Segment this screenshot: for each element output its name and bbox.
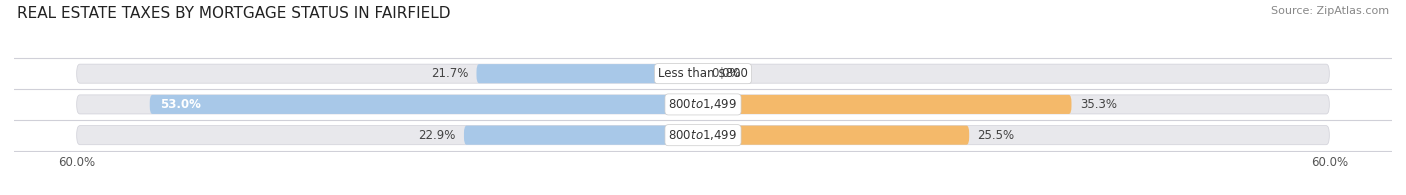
FancyBboxPatch shape bbox=[77, 126, 1329, 145]
Text: $800 to $1,499: $800 to $1,499 bbox=[668, 98, 738, 111]
Text: 0.0%: 0.0% bbox=[711, 67, 741, 80]
Text: Source: ZipAtlas.com: Source: ZipAtlas.com bbox=[1271, 6, 1389, 16]
FancyBboxPatch shape bbox=[77, 95, 1329, 114]
Text: 53.0%: 53.0% bbox=[160, 98, 201, 111]
FancyBboxPatch shape bbox=[150, 95, 703, 114]
FancyBboxPatch shape bbox=[77, 64, 1329, 83]
FancyBboxPatch shape bbox=[703, 95, 1071, 114]
Text: 25.5%: 25.5% bbox=[977, 129, 1015, 142]
Text: Less than $800: Less than $800 bbox=[658, 67, 748, 80]
FancyBboxPatch shape bbox=[703, 126, 969, 145]
Text: 21.7%: 21.7% bbox=[430, 67, 468, 80]
FancyBboxPatch shape bbox=[464, 126, 703, 145]
Text: $800 to $1,499: $800 to $1,499 bbox=[668, 128, 738, 142]
Text: REAL ESTATE TAXES BY MORTGAGE STATUS IN FAIRFIELD: REAL ESTATE TAXES BY MORTGAGE STATUS IN … bbox=[17, 6, 450, 21]
Text: 22.9%: 22.9% bbox=[418, 129, 456, 142]
Text: 35.3%: 35.3% bbox=[1080, 98, 1116, 111]
FancyBboxPatch shape bbox=[477, 64, 703, 83]
